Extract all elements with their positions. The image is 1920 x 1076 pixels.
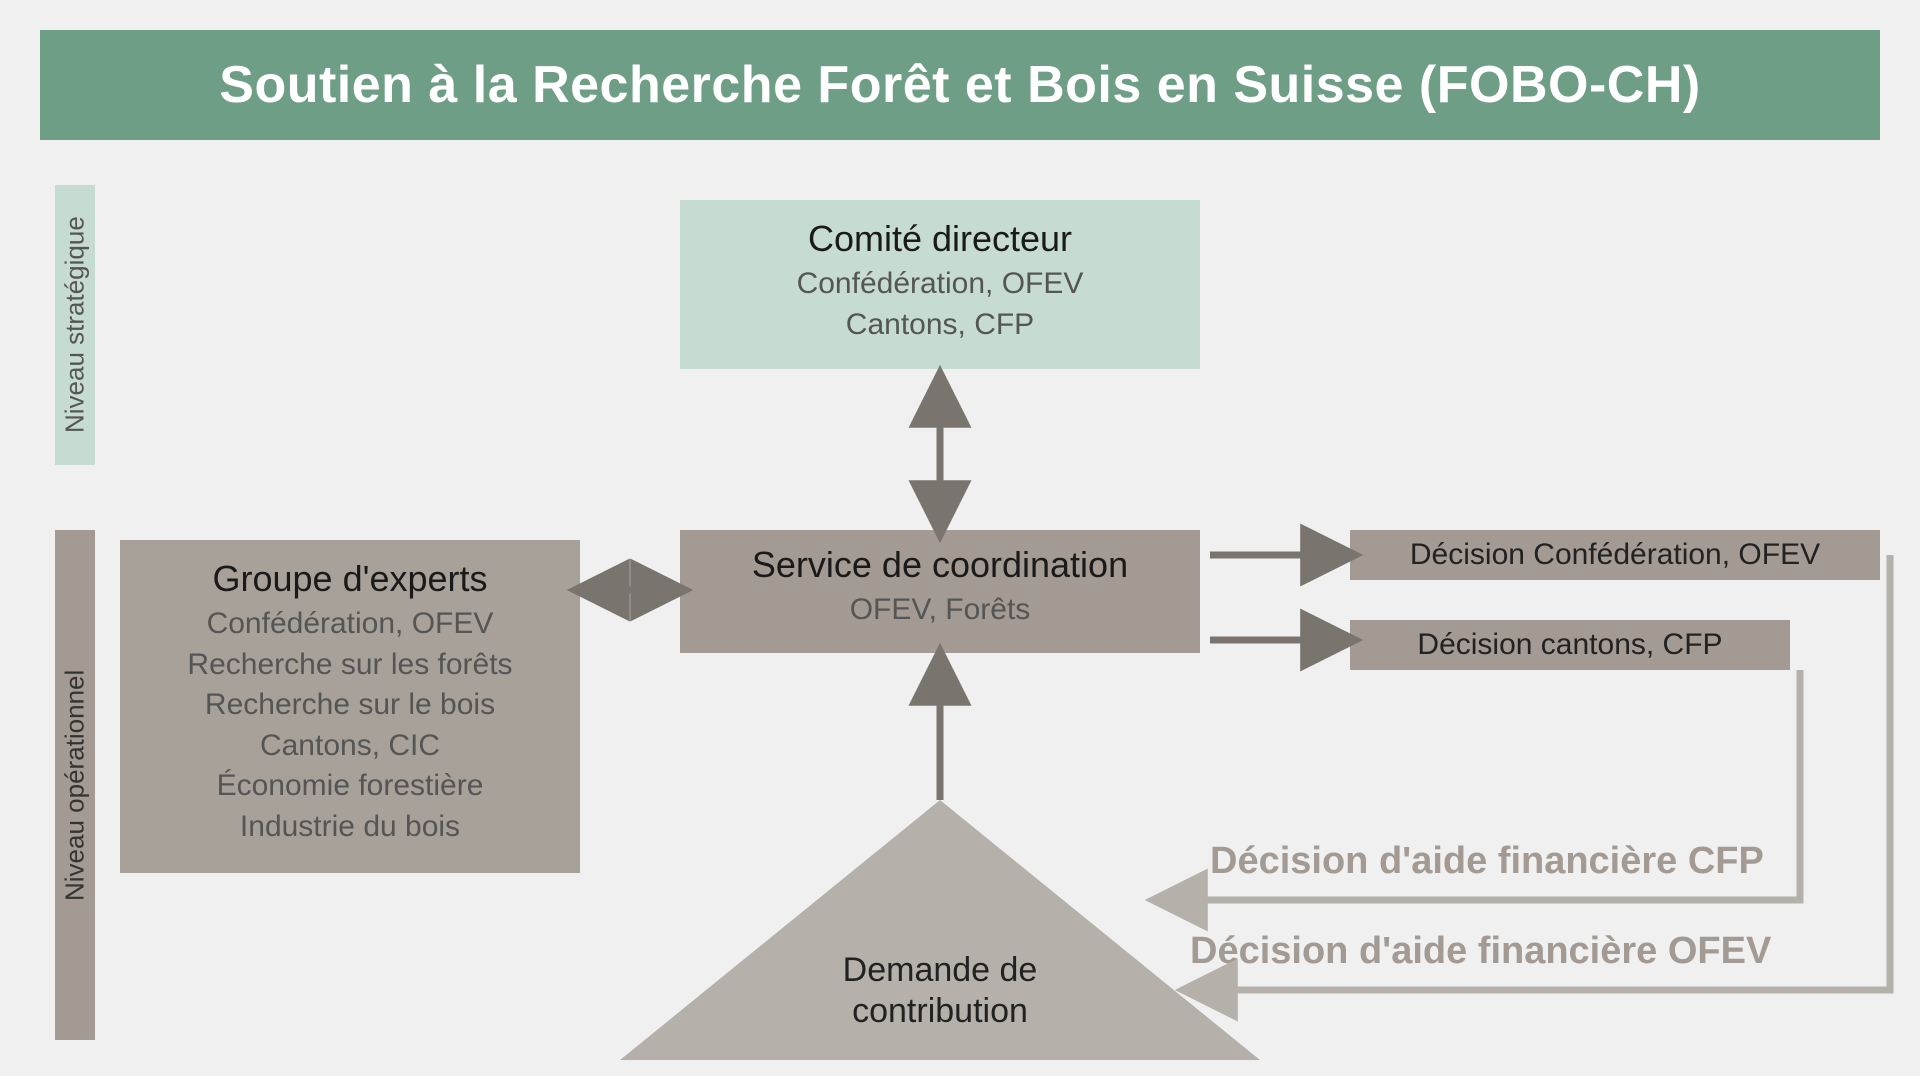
level-label-operational: Niveau opérationnel xyxy=(55,530,95,1040)
node-comite-line: Confédération, OFEV xyxy=(698,264,1182,305)
node-decision-cantons: Décision cantons, CFP xyxy=(1350,620,1790,670)
page-title: Soutien à la Recherche Forêt et Bois en … xyxy=(40,30,1880,140)
node-experts-line: Recherche sur le bois xyxy=(138,685,562,726)
node-experts-line: Industrie du bois xyxy=(138,807,562,848)
node-experts-line: Économie forestière xyxy=(138,766,562,807)
node-service-line: OFEV, Forêts xyxy=(698,590,1182,631)
node-experts-line: Confédération, OFEV xyxy=(138,604,562,645)
level-label-strategic: Niveau stratégique xyxy=(55,185,95,465)
node-experts-title: Groupe d'experts xyxy=(138,558,562,600)
label-decision-ofev: Décision d'aide financière OFEV xyxy=(1190,930,1771,973)
node-decision-confederation: Décision Confédération, OFEV xyxy=(1350,530,1880,580)
node-demande-label: Demande de contribution xyxy=(620,950,1260,1032)
node-service-title: Service de coordination xyxy=(698,544,1182,586)
node-comite: Comité directeur Confédération, OFEV Can… xyxy=(680,200,1200,369)
node-experts: Groupe d'experts Confédération, OFEV Rec… xyxy=(120,540,580,873)
node-demande-line: contribution xyxy=(852,992,1028,1030)
node-comite-title: Comité directeur xyxy=(698,218,1182,260)
node-experts-line: Cantons, CIC xyxy=(138,726,562,767)
node-service: Service de coordination OFEV, Forêts xyxy=(680,530,1200,653)
node-experts-line: Recherche sur les forêts xyxy=(138,645,562,686)
node-demande: Demande de contribution xyxy=(620,800,1260,1060)
label-decision-cfp: Décision d'aide financière CFP xyxy=(1210,840,1764,883)
node-demande-line: Demande de xyxy=(843,951,1038,989)
node-comite-line: Cantons, CFP xyxy=(698,305,1182,346)
